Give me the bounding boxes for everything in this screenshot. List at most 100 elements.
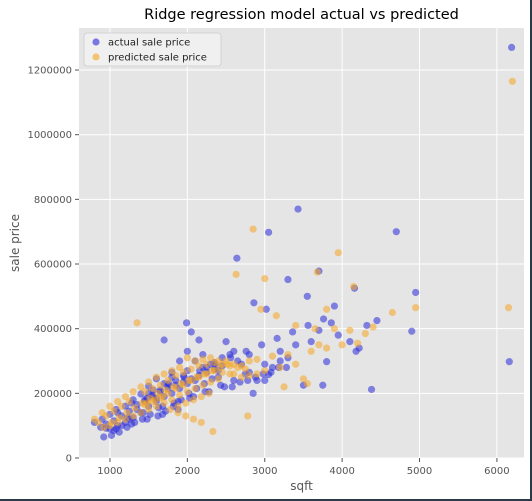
actual-point — [250, 299, 258, 307]
predicted-point — [209, 427, 217, 436]
predicted-point — [148, 384, 157, 393]
predicted-point — [189, 396, 198, 404]
predicted-point — [123, 409, 131, 417]
predicted-point — [133, 319, 141, 327]
predicted-point — [179, 368, 188, 376]
legend-label-predicted: predicted sale price — [108, 53, 207, 64]
predicted-point — [174, 402, 182, 410]
actual-point — [195, 336, 203, 344]
actual-point — [242, 347, 250, 355]
legend-box — [83, 32, 222, 67]
predicted-point — [158, 392, 167, 401]
actual-point — [176, 357, 184, 365]
predicted-point — [137, 383, 145, 391]
legend-label-actual: actual sale price — [108, 38, 190, 49]
predicted-point — [197, 418, 205, 427]
predicted-point — [244, 412, 252, 420]
y-axis-label: sale price — [8, 214, 22, 272]
actual-point — [228, 383, 236, 391]
actual-point — [289, 328, 297, 336]
predicted-point — [223, 360, 232, 368]
predicted-point — [232, 270, 240, 278]
actual-point — [230, 376, 238, 385]
predicted-point — [187, 365, 195, 373]
predicted-point — [174, 409, 182, 417]
predicted-point — [129, 388, 137, 396]
actual-point — [282, 363, 291, 372]
predicted-point — [206, 378, 215, 386]
predicted-point — [195, 362, 203, 370]
legend-marker-actual — [92, 38, 100, 46]
predicted-point — [152, 402, 160, 410]
actual-point — [303, 292, 311, 300]
actual-point — [334, 331, 342, 339]
y-tick-label: 0 — [66, 454, 72, 465]
actual-point — [267, 368, 275, 376]
predicted-point — [162, 386, 170, 394]
actual-point — [304, 321, 312, 330]
actual-point — [276, 347, 284, 355]
predicted-point — [117, 402, 126, 410]
predicted-point — [206, 354, 215, 362]
predicted-point — [115, 413, 123, 422]
actual-point — [508, 43, 516, 51]
predicted-point — [323, 344, 331, 352]
predicted-point — [107, 418, 116, 427]
predicted-point — [110, 407, 118, 415]
predicted-series — [90, 77, 516, 436]
predicted-point — [143, 399, 151, 407]
predicted-point — [330, 325, 338, 333]
predicted-point — [412, 304, 420, 312]
predicted-point — [182, 399, 190, 407]
predicted-point — [245, 371, 253, 380]
predicted-point — [141, 388, 149, 396]
actual-point — [373, 316, 381, 325]
predicted-point — [145, 378, 153, 386]
predicted-point — [168, 396, 176, 404]
y-tick-label: 1000000 — [27, 130, 72, 141]
actual-point — [261, 360, 269, 368]
predicted-point — [261, 274, 269, 283]
predicted-point — [284, 350, 292, 359]
predicted-point — [280, 383, 288, 391]
predicted-point — [191, 384, 199, 393]
actual-point — [128, 420, 136, 428]
actual-point — [292, 341, 300, 349]
predicted-point — [241, 365, 249, 373]
x-tick-label: 4000 — [329, 466, 354, 477]
actual-point — [222, 338, 230, 346]
predicted-point — [176, 391, 184, 399]
legend-marker-predicted — [92, 53, 100, 61]
legend: actual sale price predicted sale price — [83, 32, 222, 67]
y-tick-label: 600000 — [34, 260, 72, 271]
predicted-point — [121, 415, 130, 423]
actual-point — [262, 305, 270, 313]
predicted-point — [361, 329, 369, 338]
predicted-point — [216, 363, 224, 372]
chart-title: Ridge regression model actual vs predict… — [144, 7, 459, 23]
actual-point — [346, 338, 354, 346]
predicted-point — [303, 380, 311, 388]
predicted-point — [193, 373, 201, 381]
predicted-point — [354, 339, 362, 347]
actual-point — [182, 319, 191, 327]
predicted-point — [129, 412, 137, 420]
actual-point — [284, 275, 292, 284]
predicted-point — [172, 371, 180, 380]
actual-point — [217, 381, 225, 389]
predicted-point — [338, 341, 346, 349]
predicted-point — [253, 355, 261, 363]
predicted-point — [249, 225, 257, 233]
actual-point — [294, 205, 302, 213]
predicted-point — [253, 370, 261, 378]
x-tick-label: 3000 — [252, 466, 277, 477]
actual-point — [158, 410, 167, 418]
predicted-point — [292, 360, 300, 368]
actual-point — [330, 302, 338, 310]
actual-point — [408, 327, 416, 335]
actual-point — [112, 425, 120, 433]
x-tick-label: 5000 — [407, 466, 432, 477]
predicted-point — [313, 268, 321, 276]
